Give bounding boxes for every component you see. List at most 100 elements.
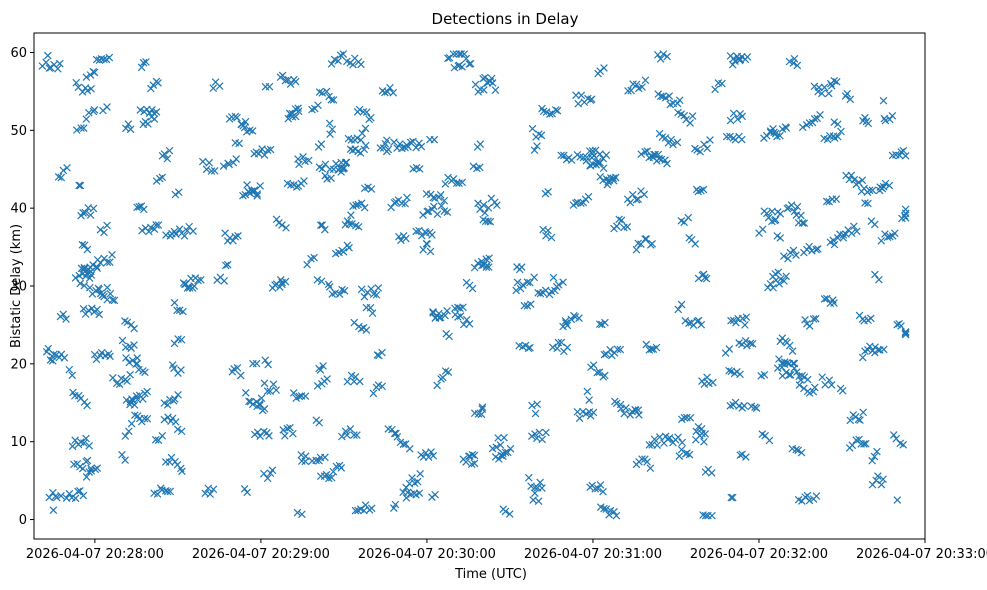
data-point [877,480,886,489]
data-point [329,96,338,104]
data-point [428,231,436,239]
data-point [95,285,103,294]
data-point [220,277,229,285]
data-point [623,223,632,231]
data-point [93,305,101,314]
data-point [369,389,378,398]
data-point [846,416,855,425]
data-point [144,120,152,128]
data-point [443,208,452,217]
data-point [109,373,117,382]
data-point [289,389,298,397]
data-point [805,119,814,127]
data-point [106,352,114,361]
data-point [76,181,85,190]
data-point [367,185,376,193]
data-point [462,458,470,466]
data-point [470,459,479,468]
data-point [605,176,614,184]
data-point [205,158,214,167]
data-point [163,487,172,496]
data-point [458,63,466,71]
data-point [137,63,146,72]
data-point [57,491,65,500]
data-point [798,123,807,132]
data-point [542,231,550,240]
data-point [652,343,661,352]
data-point [83,86,92,95]
data-point [465,60,474,68]
data-point [793,202,802,211]
data-point [83,456,92,465]
data-point [669,140,677,149]
data-point [160,150,169,158]
data-point [786,371,795,379]
data-point [877,236,886,245]
data-point [792,445,801,454]
data-point [80,439,88,447]
data-point [594,484,602,493]
data-point [449,50,458,58]
data-point [737,135,746,144]
data-point [82,115,91,123]
data-point [711,85,719,94]
data-point [661,156,669,164]
data-point [530,146,539,154]
data-point [127,419,136,428]
data-point [536,289,545,298]
data-point [171,190,180,199]
data-point [327,95,336,104]
data-point [620,409,629,418]
data-point [700,437,708,446]
data-point [158,431,167,440]
data-point [416,470,424,478]
data-point [373,351,382,359]
data-point [523,278,532,286]
data-point [142,58,150,66]
data-point [632,195,641,204]
data-point [517,263,526,271]
data-point [553,106,562,115]
data-point [215,82,224,90]
data-point [173,306,181,315]
data-point [533,142,541,150]
data-point [830,240,839,249]
data-point [616,345,625,354]
data-point [628,190,637,199]
data-point [317,277,326,286]
data-point [123,318,132,327]
data-point [86,283,94,292]
data-point [808,247,816,255]
data-point [516,284,525,293]
data-point [632,80,641,89]
data-point [415,489,424,497]
data-point [726,116,735,125]
data-point [266,387,274,395]
data-point [254,149,263,158]
data-point [593,157,602,166]
data-point [358,129,366,138]
data-point [368,309,377,318]
data-point [613,345,622,354]
data-point [125,358,134,367]
data-point [596,481,605,489]
data-point [787,201,796,209]
data-point [433,381,441,390]
data-point [361,141,370,150]
data-point [830,76,839,85]
data-point [165,146,174,155]
data-point [574,99,583,108]
data-point [647,345,656,353]
data-point [879,96,888,105]
data-point [55,59,64,68]
data-point [850,175,859,184]
x-tick-label: 2026-04-07 20:28:00 [26,547,164,562]
data-point [505,510,514,518]
data-point [329,467,338,476]
data-point [591,484,600,493]
data-point [634,195,643,203]
data-point [648,239,657,248]
data-point [225,160,234,169]
data-point [901,205,910,214]
data-point [722,132,731,141]
